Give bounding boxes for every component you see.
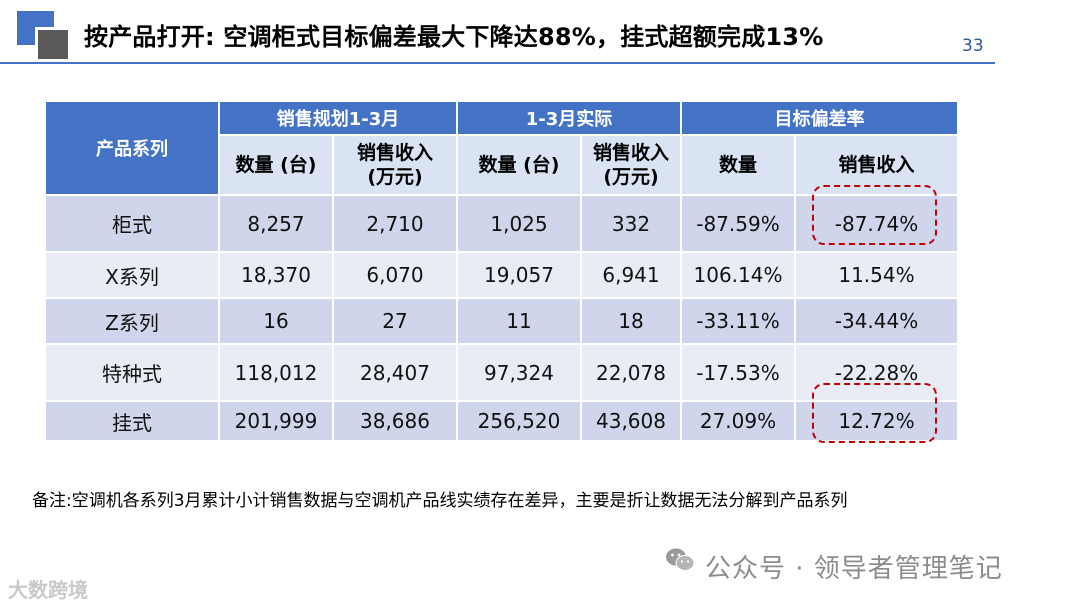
page-title: 按产品打开: 空调柜式目标偏差最大下降达88%，挂式超额完成13% [84,23,824,51]
cell: 11 [456,297,582,345]
cell: 19,057 [456,251,582,299]
table-row: 柜式 8,257 2,710 1,025 332 -87.59% -87.74% [44,194,959,253]
row-header-label: 产品系列 [44,100,220,196]
cell: 1,025 [456,194,582,253]
group-header-deviation: 目标偏差率 [680,100,959,136]
cell: -87.59% [680,194,796,253]
table-row: 特种式 118,012 28,407 97,324 22,078 -17.53%… [44,343,959,402]
group-header-plan: 销售规划1-3月 [218,100,458,136]
row-name: 柜式 [44,194,220,253]
subheader-actual-revenue: 销售收入 (万元) [580,134,682,196]
cell: 27.09% [680,400,796,442]
cell: 43,608 [580,400,682,442]
corner-watermark: 大数跨境 [8,578,88,602]
cell: 18,370 [218,251,334,299]
cell: 6,070 [332,251,458,299]
cell: 22,078 [580,343,682,402]
table-row: Z系列 16 27 11 18 -33.11% -34.44% [44,297,959,345]
cell: 256,520 [456,400,582,442]
cell: 38,686 [332,400,458,442]
cell: 18 [580,297,682,345]
subheader-deviation-qty: 数量 [680,134,796,196]
cell: 97,324 [456,343,582,402]
logo-square-front [35,27,68,59]
cell: 106.14% [680,251,796,299]
cell: 6,941 [580,251,682,299]
row-name: 特种式 [44,343,220,402]
row-name: Z系列 [44,297,220,345]
cell: 8,257 [218,194,334,253]
cell: 332 [580,194,682,253]
page-number: 33 [962,36,984,56]
cell: -33.11% [680,297,796,345]
cell: 11.54% [794,251,959,299]
subheader-plan-qty: 数量 (台) [218,134,334,196]
row-name: X系列 [44,251,220,299]
wechat-icon [666,548,695,571]
cell: 201,999 [218,400,334,442]
table-row: X系列 18,370 6,070 19,057 6,941 106.14% 11… [44,251,959,299]
sales-table: 产品系列 销售规划1-3月 1-3月实际 目标偏差率 数量 (台) 销售收入 (… [44,100,959,442]
table-row: 挂式 201,999 38,686 256,520 43,608 27.09% … [44,400,959,442]
subheader-actual-qty: 数量 (台) [456,134,582,196]
cell: 16 [218,297,334,345]
cell: 27 [332,297,458,345]
watermark-text: 公众号 · 领导者管理笔记 [705,554,1003,584]
cell: 28,407 [332,343,458,402]
cell: 2,710 [332,194,458,253]
header-divider [0,62,995,64]
cell: 118,012 [218,343,334,402]
cell: -17.53% [680,343,796,402]
footnote: 备注:空调机各系列3月累计小计销售数据与空调机产品线实绩存在差异，主要是折让数据… [32,491,848,511]
highlight-box-wall [812,383,937,443]
cell: -34.44% [794,297,959,345]
subheader-plan-revenue: 销售收入 (万元) [332,134,458,196]
highlight-box-cabinet [812,185,937,245]
group-header-actual: 1-3月实际 [456,100,682,136]
row-name: 挂式 [44,400,220,442]
